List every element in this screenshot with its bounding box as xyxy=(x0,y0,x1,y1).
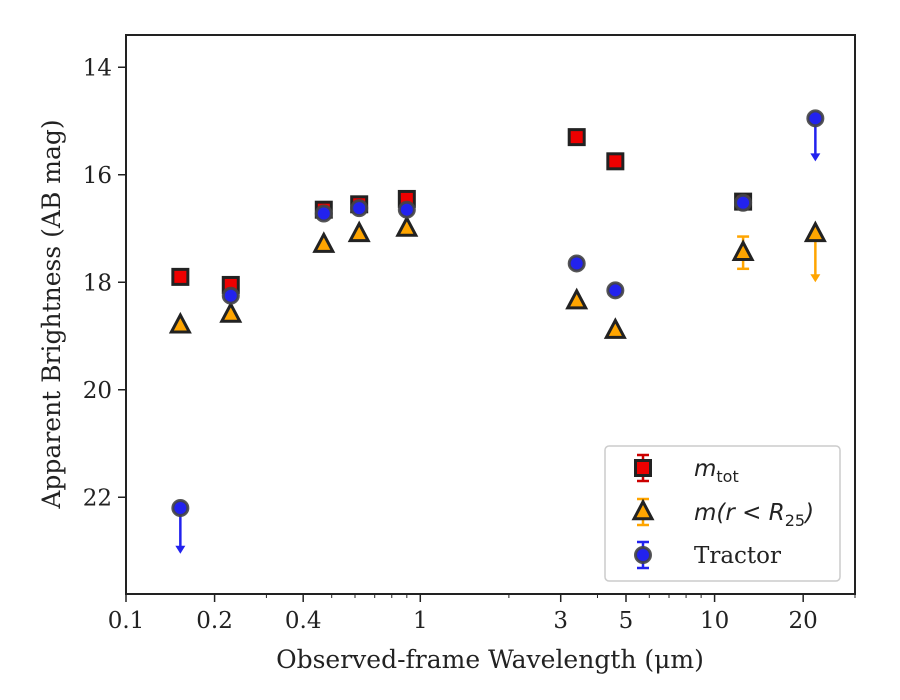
data-point-square xyxy=(567,128,586,147)
plot-marks xyxy=(168,109,827,554)
data-point-circle xyxy=(397,200,416,219)
x-axis-ticks: 0.1 0.2 0.4 1 3 5 10 20 xyxy=(108,594,856,634)
data-point-square xyxy=(171,267,190,286)
y-axis-label: Apparent Brightness (AB mag) xyxy=(37,119,66,509)
x-tick-label: 3 xyxy=(553,608,568,634)
data-point-circle xyxy=(567,254,586,273)
y-tick-label: 22 xyxy=(83,485,112,511)
legend-box xyxy=(604,445,841,582)
x-tick-label: 10 xyxy=(700,608,729,634)
data-point-circle xyxy=(314,204,333,223)
data-point-triangle xyxy=(731,239,755,261)
x-tick-label: 20 xyxy=(789,608,818,634)
series-triangle xyxy=(168,215,827,339)
data-point-triangle xyxy=(565,287,589,310)
data-point-triangle xyxy=(219,301,243,323)
series-square xyxy=(171,128,753,294)
data-point-circle xyxy=(806,109,825,128)
legend-marker-square xyxy=(634,459,652,477)
y-tick-label: 16 xyxy=(83,163,112,189)
data-point-triangle xyxy=(395,215,419,237)
x-tick-label: 5 xyxy=(619,608,634,634)
legend-label: Tractor xyxy=(694,543,781,569)
data-point-circle xyxy=(221,286,240,305)
legend: mtot m(r < R25) Tractor xyxy=(604,445,841,582)
data-point-triangle xyxy=(803,220,827,243)
data-point-triangle xyxy=(347,220,371,243)
legend-label: m(r < R25) xyxy=(694,500,814,530)
legend-marker-triangle xyxy=(631,498,655,521)
data-point-circle xyxy=(171,499,190,517)
x-tick-label: 0.1 xyxy=(108,608,145,634)
x-tick-label: 0.4 xyxy=(285,608,322,634)
y-tick-label: 20 xyxy=(83,378,112,404)
data-point-circle xyxy=(606,281,625,300)
y-tick-label: 18 xyxy=(83,270,112,296)
y-axis-ticks: 14 16 18 20 22 xyxy=(83,55,126,511)
x-axis-label: Observed-frame Wavelength (μm) xyxy=(276,645,704,674)
data-point-square xyxy=(606,152,625,171)
legend-marker-circle xyxy=(634,546,652,564)
y-tick-label: 14 xyxy=(83,55,112,81)
data-point-triangle xyxy=(168,311,192,334)
data-point-triangle xyxy=(603,317,627,339)
plot-frame xyxy=(125,34,856,595)
legend-label: mtot xyxy=(694,456,739,486)
data-point-circle xyxy=(734,193,753,212)
series-circle xyxy=(171,109,825,554)
x-tick-label: 1 xyxy=(413,608,428,634)
x-tick-label: 0.2 xyxy=(196,608,233,634)
data-point-triangle xyxy=(312,231,336,253)
data-point-circle xyxy=(350,199,369,218)
